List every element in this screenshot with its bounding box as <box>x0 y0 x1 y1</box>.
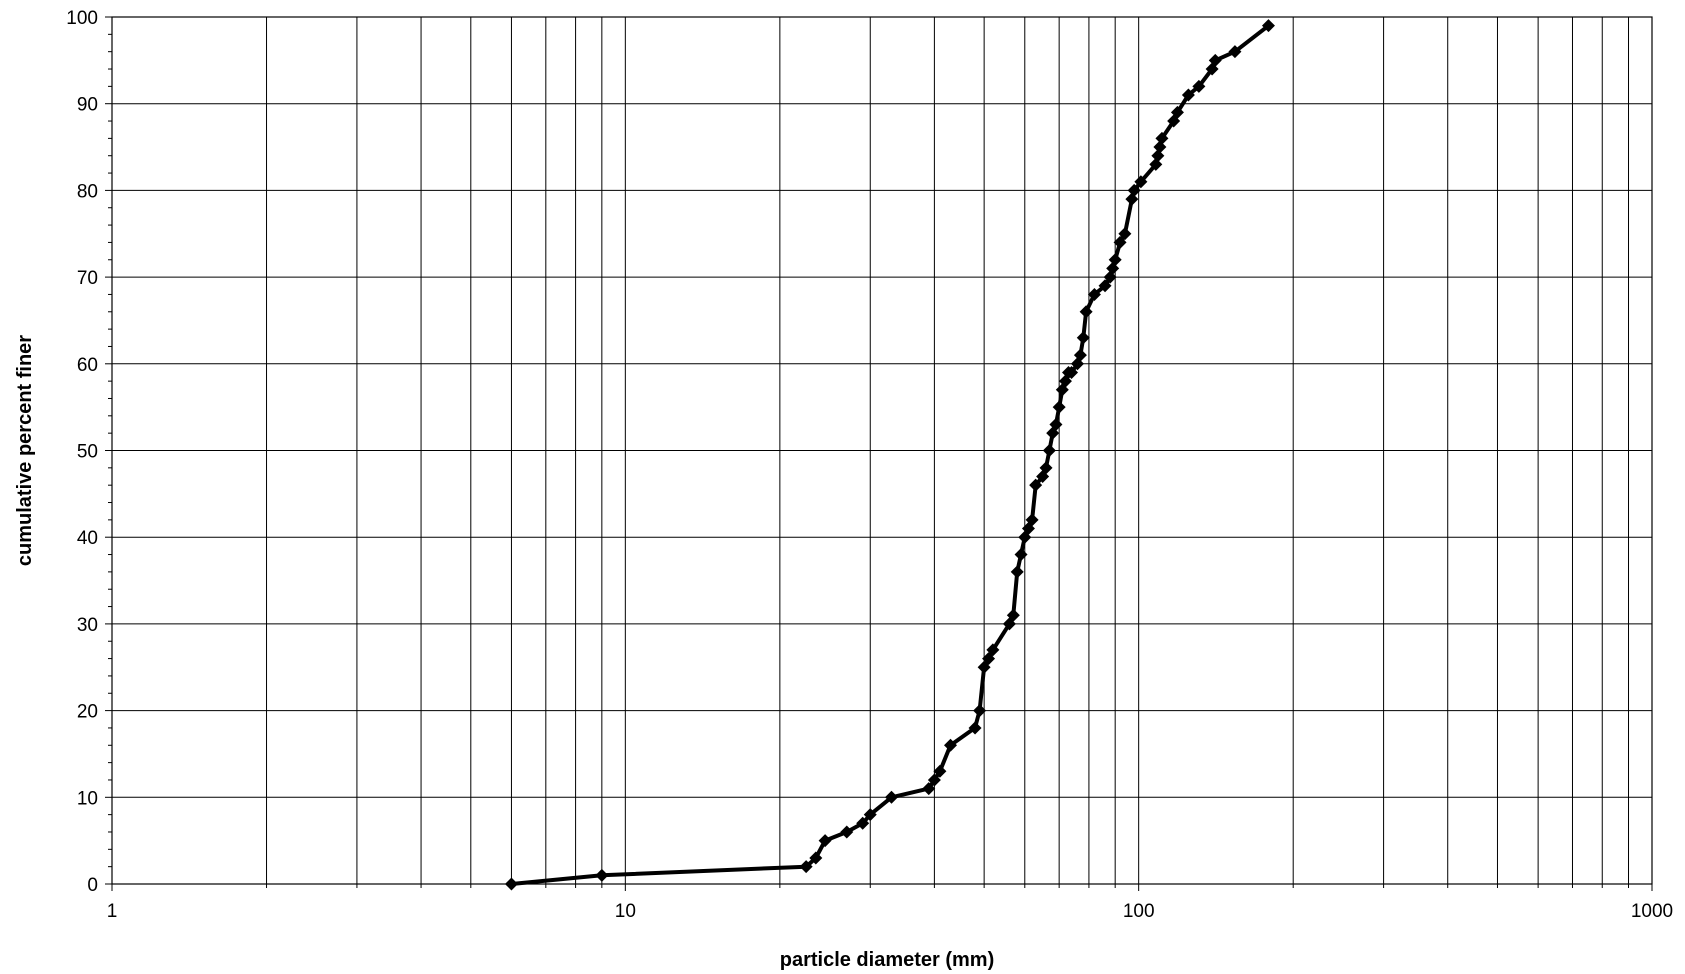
y-tick-label: 60 <box>77 355 98 376</box>
data-point <box>1076 331 1090 345</box>
data-point <box>1134 175 1148 189</box>
data-point <box>1065 365 1079 379</box>
data-point <box>809 851 823 865</box>
data-point <box>1151 149 1165 163</box>
y-tick-label: 20 <box>77 702 98 723</box>
data-point <box>1127 183 1141 197</box>
data-point <box>1149 157 1163 171</box>
y-tick-label: 40 <box>77 528 98 549</box>
data-point <box>1073 348 1087 362</box>
data-point <box>1192 79 1206 93</box>
grid <box>112 17 1652 884</box>
data-point <box>1170 105 1184 119</box>
data-point <box>1155 131 1169 145</box>
data-point <box>595 868 609 882</box>
data-point <box>1025 513 1039 527</box>
data-point <box>863 808 877 822</box>
data-point <box>986 643 1000 657</box>
x-axis-title: particle diameter (mm) <box>780 949 995 971</box>
data-point <box>1113 235 1127 249</box>
y-tick-label: 100 <box>66 8 98 29</box>
y-tick-label: 0 <box>87 875 98 896</box>
data-point <box>1042 444 1056 457</box>
data-point <box>885 790 899 804</box>
data-point <box>840 825 854 839</box>
data-point <box>1029 478 1043 492</box>
data-point <box>1153 140 1167 154</box>
data-point <box>973 704 987 718</box>
x-tick-label: 10 <box>615 901 636 922</box>
data-point <box>1228 45 1242 59</box>
data-point <box>927 773 941 787</box>
data-point <box>933 764 947 778</box>
data-point <box>1098 279 1112 293</box>
data-point <box>856 816 870 830</box>
data-point <box>1014 548 1028 562</box>
data-point <box>1049 417 1063 431</box>
data-point <box>977 660 991 674</box>
y-tick-label: 70 <box>77 268 98 289</box>
y-tick-label: 30 <box>77 615 98 636</box>
data-point <box>944 738 958 752</box>
x-tick-label: 1 <box>107 901 118 922</box>
data-point <box>504 877 518 891</box>
data-point <box>1208 53 1222 67</box>
data-series <box>504 19 1275 891</box>
data-point <box>1039 461 1053 475</box>
data-point <box>1261 19 1275 33</box>
data-point <box>1079 305 1093 319</box>
data-point <box>799 860 813 874</box>
data-point <box>1087 287 1101 301</box>
data-point <box>1205 62 1219 76</box>
data-point <box>1006 608 1020 622</box>
data-point <box>968 721 982 735</box>
y-tick-label: 10 <box>77 788 98 809</box>
y-tick-label: 80 <box>77 181 98 202</box>
y-tick-label: 90 <box>77 95 98 116</box>
x-tick-label: 100 <box>1123 901 1155 922</box>
y-axis-title: cumulative percent finer <box>14 335 36 566</box>
axes <box>105 16 1653 891</box>
data-point <box>1010 565 1024 579</box>
data-point <box>818 834 832 848</box>
y-tick-label: 50 <box>77 442 98 463</box>
data-point <box>1181 88 1195 102</box>
data-point <box>1052 400 1066 414</box>
data-point <box>1108 253 1122 267</box>
x-tick-label: 1000 <box>1631 901 1673 922</box>
data-point <box>922 782 936 796</box>
data-point <box>1118 227 1132 241</box>
